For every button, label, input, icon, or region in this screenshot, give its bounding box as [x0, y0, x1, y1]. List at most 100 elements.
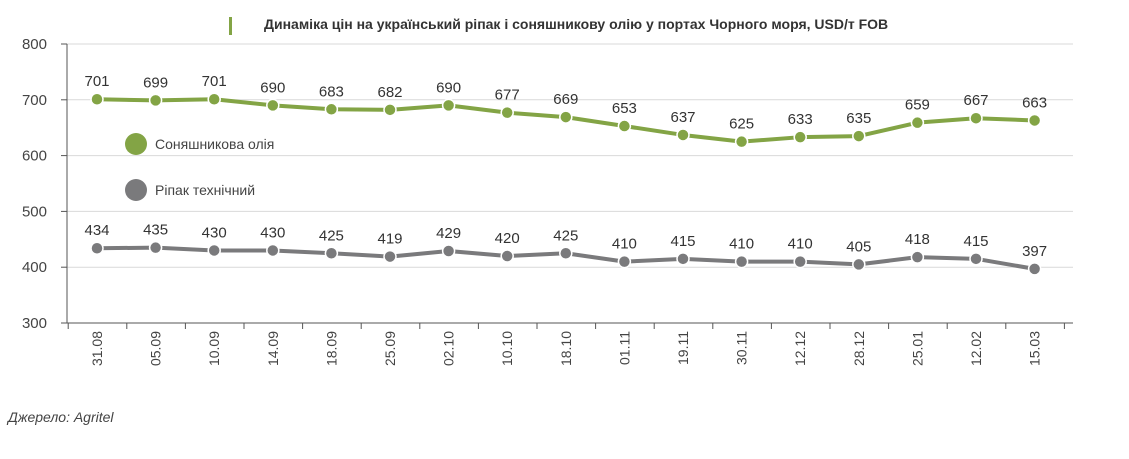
data-label-1-1: 435 [143, 222, 168, 239]
y-tick-label-700: 700 [22, 92, 47, 109]
data-label-1-16: 397 [1022, 243, 1047, 260]
data-point-1-16 [1027, 262, 1042, 276]
x-tick-label-25.01: 25.01 [909, 331, 925, 366]
data-label-1-4: 425 [319, 227, 344, 244]
source-note: Джерело: Agritel [8, 409, 114, 425]
data-point-0-1 [148, 93, 163, 108]
data-label-1-6: 429 [436, 225, 461, 242]
data-label-1-15: 415 [963, 233, 988, 250]
data-point-1-14 [910, 250, 925, 264]
data-point-1-4 [324, 246, 339, 260]
y-tick-label-500: 500 [22, 203, 47, 220]
data-label-0-2: 701 [202, 73, 227, 90]
data-point-0-5 [383, 103, 397, 117]
data-point-0-16 [1027, 113, 1042, 128]
data-label-1-14: 418 [905, 231, 930, 248]
data-label-0-12: 633 [788, 111, 813, 128]
y-tick-label-800: 800 [22, 36, 47, 53]
data-point-1-2 [207, 243, 221, 258]
data-label-1-0: 434 [84, 222, 109, 239]
x-tick-label-31.08: 31.08 [89, 331, 105, 366]
data-point-1-8 [559, 246, 573, 260]
data-point-0-13 [852, 129, 866, 143]
data-label-1-3: 430 [260, 224, 285, 241]
data-label-0-1: 699 [143, 74, 168, 91]
data-label-1-8: 425 [553, 227, 578, 244]
title-accent-bar [229, 17, 232, 35]
data-label-0-13: 635 [846, 110, 871, 127]
data-label-0-15: 667 [963, 92, 988, 109]
data-point-1-6 [441, 244, 456, 258]
x-tick-label-25.09: 25.09 [382, 331, 398, 366]
data-label-1-5: 419 [377, 231, 402, 248]
axes [61, 43, 1073, 329]
data-label-0-7: 677 [495, 87, 520, 104]
x-tick-label-02.10: 02.10 [441, 331, 457, 366]
data-label-0-16: 663 [1022, 94, 1047, 111]
data-point-1-5 [383, 249, 397, 264]
data-point-1-11 [734, 254, 749, 269]
x-tick-label-10.09: 10.09 [206, 331, 222, 366]
data-point-0-4 [324, 102, 339, 117]
data-label-0-8: 669 [553, 91, 578, 108]
data-point-0-10 [676, 128, 690, 142]
data-point-0-6 [441, 98, 456, 113]
data-point-1-12 [793, 254, 807, 269]
data-label-0-4: 683 [319, 83, 344, 100]
data-label-1-12: 410 [788, 236, 813, 253]
legend: Соняшникова олія Ріпак технічний [125, 133, 274, 201]
data-point-1-10 [676, 252, 690, 266]
legend-label-0: Соняшникова олія [155, 136, 274, 152]
x-tick-label-12.12: 12.12 [792, 331, 808, 366]
data-point-0-2 [207, 92, 221, 106]
y-tick-label-300: 300 [22, 315, 47, 332]
series-group: 701 699 701 690 683 682 690 677 669 653 637 625 633 6… [84, 73, 1047, 276]
data-point-1-1 [148, 240, 163, 255]
data-point-1-0 [90, 241, 104, 255]
data-point-0-11 [734, 134, 749, 149]
data-point-1-3 [266, 243, 280, 258]
data-point-0-14 [910, 115, 925, 130]
data-label-0-14: 659 [905, 97, 930, 114]
x-tick-label-15.03: 15.03 [1027, 331, 1043, 366]
data-point-1-9 [617, 254, 632, 269]
x-tick-label-19.11: 19.11 [675, 331, 691, 365]
x-tick-label-18.09: 18.09 [323, 331, 339, 366]
x-tick-label-14.09: 14.09 [265, 331, 281, 366]
data-label-0-10: 637 [670, 109, 695, 126]
data-label-0-11: 625 [729, 116, 754, 133]
data-label-1-7: 420 [495, 230, 520, 247]
y-tick-label-600: 600 [22, 148, 47, 165]
data-label-1-2: 430 [202, 224, 227, 241]
data-label-1-11: 410 [729, 236, 754, 253]
data-label-0-3: 690 [260, 79, 285, 96]
legend-marker-1 [125, 179, 147, 201]
data-label-0-0: 701 [84, 73, 109, 90]
data-label-1-9: 410 [612, 236, 637, 253]
data-point-0-3 [266, 98, 280, 113]
x-tick-label-12.02: 12.02 [968, 331, 984, 366]
x-tick-label-01.11: 01.11 [616, 331, 632, 365]
x-tick-label-05.09: 05.09 [148, 331, 164, 366]
data-label-1-13: 405 [846, 238, 871, 255]
data-point-1-7 [500, 249, 514, 263]
data-point-0-12 [793, 130, 807, 144]
x-tick-label-10.10: 10.10 [499, 331, 515, 366]
y-axis-ticks: 300 400 500 600 700 800 [22, 36, 47, 332]
data-point-0-0 [90, 92, 104, 106]
data-point-0-15 [969, 111, 983, 125]
data-point-1-15 [969, 252, 983, 266]
y-tick-label-400: 400 [22, 259, 47, 276]
x-tick-label-18.10: 18.10 [558, 331, 574, 366]
x-tick-label-30.11: 30.11 [734, 331, 750, 365]
chart-title: Динаміка цін на український ріпак і соня… [264, 16, 889, 32]
x-axis-ticks: 31.08 05.09 10.09 14.09 18.09 25.09 02.10 10.10… [89, 331, 1043, 366]
data-label-0-9: 653 [612, 100, 637, 117]
x-tick-label-28.12: 28.12 [851, 331, 867, 366]
data-label-0-5: 682 [377, 84, 402, 101]
legend-marker-0 [125, 133, 147, 155]
data-point-1-13 [852, 257, 866, 272]
legend-label-1: Ріпак технічний [155, 182, 255, 198]
data-point-0-8 [559, 110, 573, 124]
